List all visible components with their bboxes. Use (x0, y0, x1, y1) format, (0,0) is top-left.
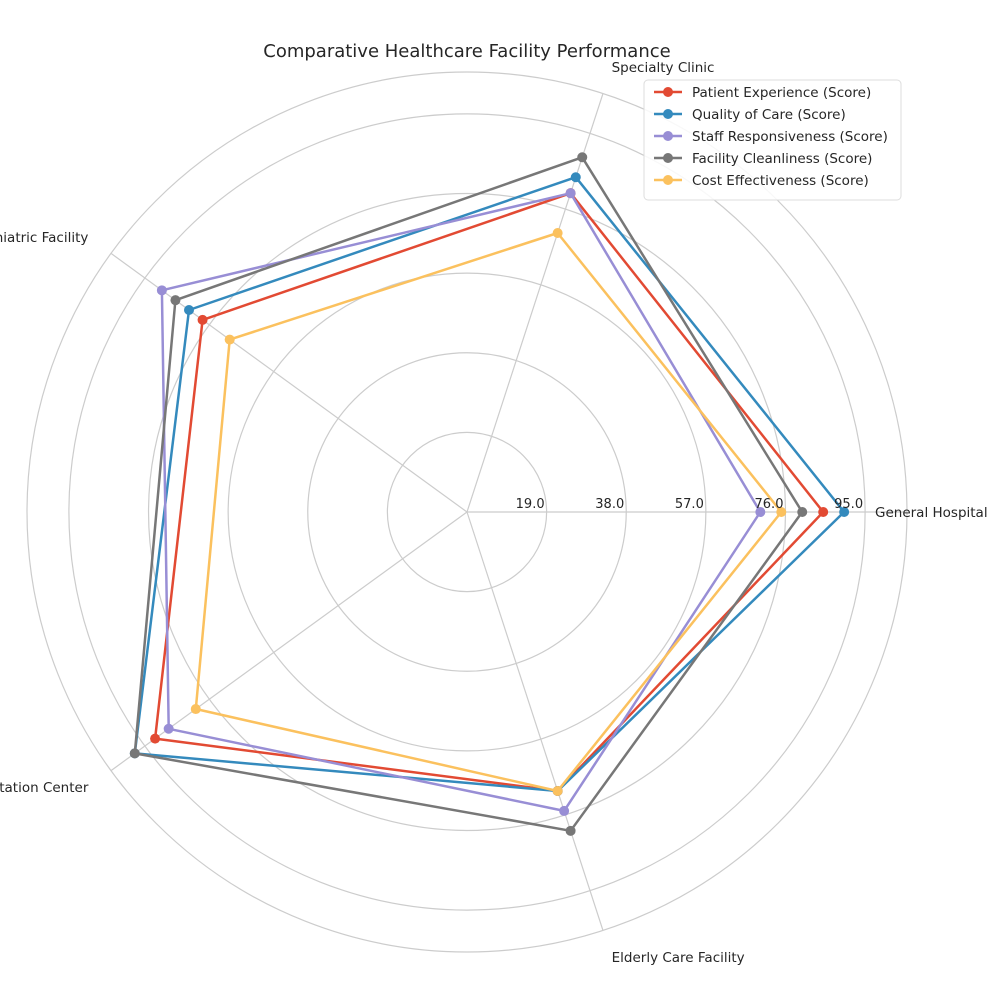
legend-entry: Cost Effectiveness (Score) (692, 173, 869, 189)
series-layer (129, 152, 850, 836)
radial-tick-label: 38.0 (595, 497, 624, 512)
series-line (160, 191, 762, 813)
category-label: General Hospital (875, 505, 988, 521)
chart-title: Comparative Healthcare Facility Performa… (263, 41, 670, 62)
grid-spoke (466, 93, 604, 513)
legend-box (643, 79, 902, 201)
radial-tick-label: 76.0 (755, 497, 784, 512)
legend-entry: Patient Experience (Score) (692, 85, 871, 101)
radial-tick-label: 57.0 (675, 497, 704, 512)
grid-spoke (110, 511, 468, 772)
series-line (194, 231, 783, 793)
legend-swatch-marker (663, 109, 673, 119)
series-point (150, 733, 161, 744)
series-point (163, 723, 174, 734)
radial-tick-label: 19.0 (516, 497, 545, 512)
category-label: Specialty Clinic (612, 60, 715, 76)
series-point (552, 228, 563, 239)
category-label: Psychiatric Facility (0, 230, 88, 246)
series-point (224, 334, 235, 345)
legend-entry: Staff Responsiveness (Score) (692, 129, 888, 145)
series-point (552, 785, 563, 796)
grid-layer (26, 71, 908, 953)
category-label: Elderly Care Facility (612, 950, 745, 966)
series-point (839, 507, 850, 517)
series-point (776, 507, 787, 517)
series-point (197, 314, 208, 325)
legend-swatch-marker (663, 131, 673, 141)
series-point (818, 507, 829, 517)
legend-entry: Facility Cleanliness (Score) (692, 151, 872, 167)
series-point (190, 704, 201, 715)
series-point (755, 507, 766, 517)
series-point (565, 825, 576, 836)
category-label: Rehabilitation Center (0, 780, 89, 796)
series-point (129, 748, 140, 759)
legend-entry: Quality of Care (Score) (692, 107, 846, 123)
series-line (153, 191, 825, 793)
grid-spoke (110, 252, 468, 513)
series-point (797, 507, 808, 517)
series-point (170, 295, 181, 306)
label-layer: 19.0 38.0 57.0 76.0 95.0 General Hospital Spec… (0, 60, 988, 966)
series-point (577, 152, 588, 163)
series-line (133, 175, 846, 793)
grid-spoke (466, 511, 604, 931)
legend-swatch-marker (663, 153, 673, 163)
series-point (570, 172, 581, 183)
legend-swatch-marker (663, 175, 673, 185)
radial-tick-label: 95.0 (834, 497, 863, 512)
series-line (133, 156, 804, 833)
legend: Patient Experience (Score) Quality of Car… (643, 79, 902, 201)
legend-swatch-marker (663, 87, 673, 97)
series-point (559, 805, 570, 816)
series-point (184, 305, 195, 316)
series-point (156, 285, 167, 296)
series-point (565, 188, 576, 199)
